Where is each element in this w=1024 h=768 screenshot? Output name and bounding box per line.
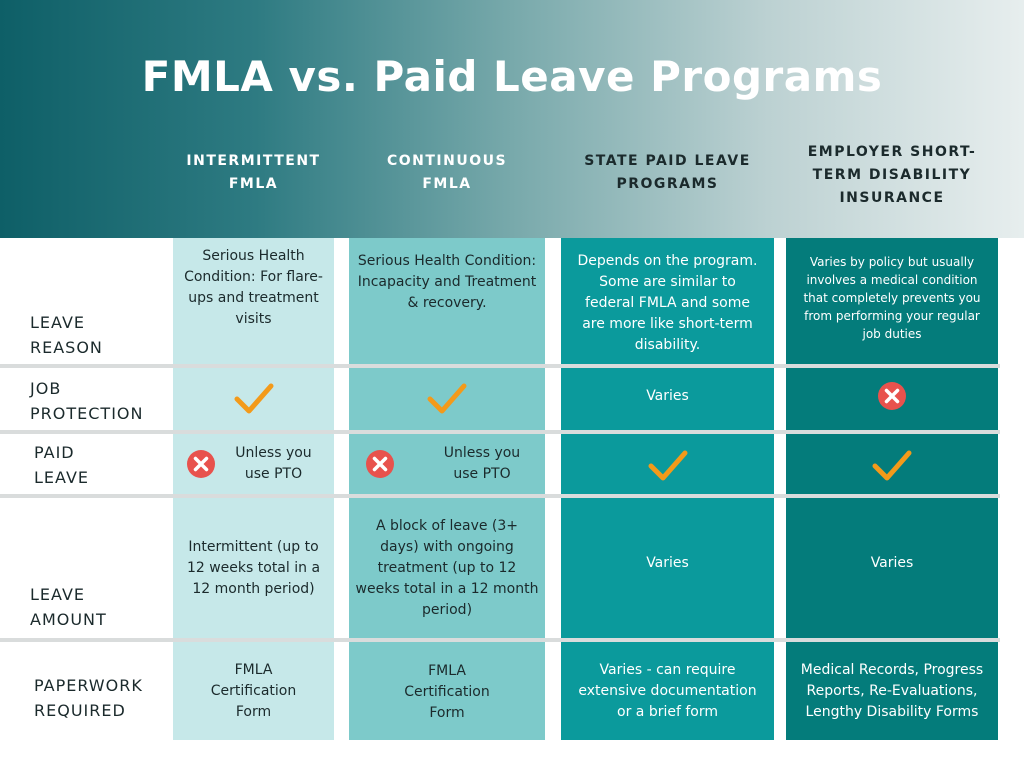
column-header-line: EMPLOYER SHORT- xyxy=(807,144,977,160)
column-header-employer-std: EMPLOYER SHORT- TERM DISABILITY INSURANCE xyxy=(786,141,998,221)
cell-paid-leave-intermittent: Unless you use PTO xyxy=(173,434,334,494)
row-label-leave-reason: LEAVE REASON xyxy=(30,310,103,360)
cell-job-protection-state: Varies xyxy=(646,387,689,404)
cell-paperwork-intermittent: FMLA Certification Form xyxy=(210,661,297,720)
cell-job-protection-continuous xyxy=(349,368,545,430)
column-header-state-paid-leave: STATE PAID LEAVE PROGRAMS xyxy=(561,150,774,230)
cell-leave-amount-continuous: A block of leave (3+ days) with ongoing … xyxy=(355,517,539,618)
cell-paid-leave-employer xyxy=(786,434,998,498)
x-icon xyxy=(878,382,906,410)
cell-leave-amount-employer: Varies xyxy=(870,554,914,571)
row-divider xyxy=(0,638,1000,642)
check-icon xyxy=(427,383,467,414)
check-icon xyxy=(648,450,687,481)
column-header-line: FMLA xyxy=(228,176,279,192)
row-label-line: PAPERWORK xyxy=(34,676,143,695)
cell-leave-reason-state: Depends on the program. Some are similar… xyxy=(577,253,758,353)
row-label-paid-leave: PAID LEAVE xyxy=(34,440,89,490)
paid-leave-note: Unless you use PTO xyxy=(443,445,521,482)
column-header-line: FMLA xyxy=(422,176,472,192)
x-icon xyxy=(365,450,394,478)
column-bg-state xyxy=(561,238,774,740)
column-bg-employer xyxy=(786,238,998,740)
row-label-line: AMOUNT xyxy=(30,610,107,629)
row-label-leave-amount: LEAVE AMOUNT xyxy=(30,582,107,632)
cell-paid-leave-continuous: Unless you use PTO xyxy=(349,434,545,494)
paid-leave-note: Unless you use PTO xyxy=(235,445,312,482)
cell-paid-leave-state xyxy=(561,434,774,498)
row-label-line: REASON xyxy=(30,338,103,357)
column-header-line: CONTINUOUS xyxy=(386,153,508,169)
x-icon xyxy=(187,450,215,478)
row-label-line: JOB xyxy=(30,379,62,398)
cell-leave-amount-state: Varies xyxy=(646,554,689,571)
cell-paperwork-state: Varies - can require extensive documenta… xyxy=(578,661,757,720)
row-divider xyxy=(0,364,1000,368)
cell-leave-reason-intermittent: Serious Health Condition: For flare-ups … xyxy=(184,248,323,327)
cell-paperwork-employer: Medical Records, Progress Reports, Re-Ev… xyxy=(800,661,984,720)
page-title: FMLA vs. Paid Leave Programs xyxy=(141,52,883,101)
column-bg-intermittent xyxy=(173,238,334,740)
row-divider xyxy=(0,430,1000,434)
column-header-line: STATE PAID LEAVE xyxy=(584,153,751,169)
row-label-job-protection: JOB PROTECTION xyxy=(30,376,143,426)
header-banner xyxy=(0,0,1024,238)
cell-leave-reason-continuous: Serious Health Condition: Incapacity and… xyxy=(357,253,537,311)
cell-job-protection-employer xyxy=(786,368,998,424)
column-header-line: PROGRAMS xyxy=(616,176,719,192)
row-label-line: LEAVE xyxy=(30,585,85,604)
check-icon xyxy=(872,450,912,481)
row-label-line: PROTECTION xyxy=(30,404,144,423)
cell-leave-amount-intermittent: Intermittent (up to 12 weeks total in a … xyxy=(186,538,321,597)
row-label-line: PAID xyxy=(34,443,75,462)
row-label-line: REQUIRED xyxy=(34,701,126,720)
column-header-intermittent-fmla: INTERMITTENT FMLA xyxy=(173,150,334,230)
row-label-paperwork: PAPERWORK REQUIRED xyxy=(34,673,143,723)
cell-paperwork-continuous: FMLA Certification Form xyxy=(404,662,490,721)
row-label-line: LEAVE xyxy=(34,468,89,487)
column-header-line: INSURANCE xyxy=(839,190,945,206)
check-icon xyxy=(234,383,273,414)
column-header-line: INTERMITTENT xyxy=(186,153,321,169)
column-header-line: TERM DISABILITY xyxy=(812,167,972,183)
column-bg-continuous xyxy=(349,238,545,740)
cell-job-protection-intermittent xyxy=(173,368,334,430)
row-label-line: LEAVE xyxy=(30,313,85,332)
cell-leave-reason-employer: Varies by policy but usually involves a … xyxy=(803,255,981,341)
column-header-continuous-fmla: CONTINUOUS FMLA xyxy=(349,150,545,230)
row-divider xyxy=(0,494,1000,498)
